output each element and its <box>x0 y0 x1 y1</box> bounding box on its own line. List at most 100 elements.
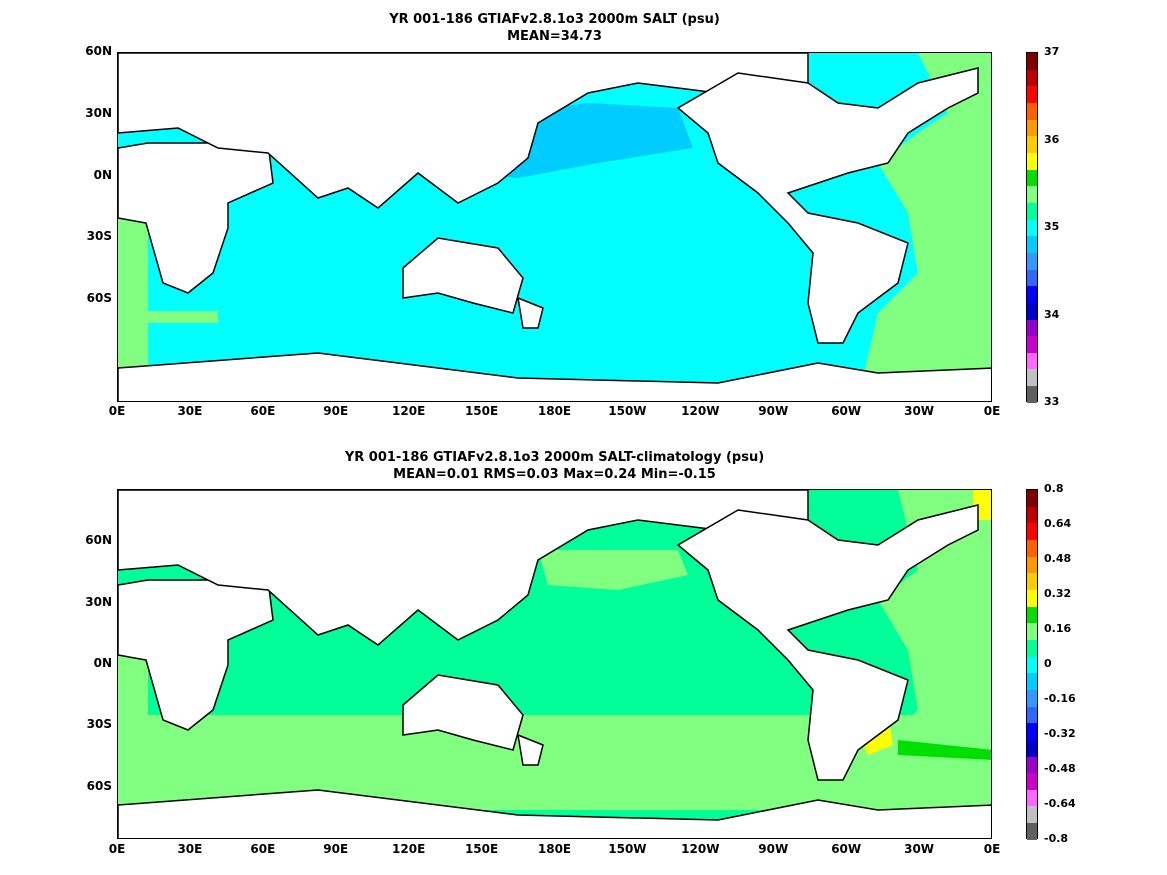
panel2-title: YR 001-186 GTIAFv2.8.1o3 2000m SALT-clim… <box>117 449 992 483</box>
panel1-map <box>117 52 992 402</box>
p1-xtick: 180E <box>537 404 572 418</box>
p1-xtick: 90E <box>323 404 349 418</box>
colorbar-swatch <box>1027 219 1037 237</box>
colorbar-label: 37 <box>1044 45 1060 58</box>
colorbar-label: -0.32 <box>1044 727 1076 740</box>
colorbar-swatch <box>1027 723 1037 740</box>
p1-xtick: 0E <box>983 404 1001 418</box>
colorbar-swatch <box>1027 739 1037 757</box>
panel1-title: YR 001-186 GTIAFv2.8.1o3 2000m SALT (psu… <box>117 11 992 45</box>
colorbar-swatch <box>1027 86 1037 103</box>
panel2-colorbar <box>1026 489 1038 840</box>
colorbar-label: -0.8 <box>1044 832 1069 845</box>
p1-xtick: 150E <box>464 404 499 418</box>
colorbar-swatch <box>1027 556 1037 574</box>
p1-xtick: 90W <box>758 404 789 418</box>
p1-xtick: 150W <box>608 404 647 418</box>
colorbar-label: -0.48 <box>1044 762 1076 775</box>
colorbar-label: 0.64 <box>1044 517 1072 530</box>
p2-xtick: 60W <box>831 842 862 856</box>
colorbar-swatch <box>1027 539 1037 557</box>
colorbar-swatch <box>1027 302 1037 320</box>
panel1-colorbar <box>1026 52 1038 403</box>
p1-xtick: 120E <box>392 404 426 418</box>
colorbar-label: 0.48 <box>1044 552 1072 565</box>
colorbar-swatch <box>1027 756 1037 774</box>
p2-xtick: 30E <box>177 842 203 856</box>
colorbar-swatch <box>1027 639 1037 657</box>
colorbar-swatch <box>1027 336 1037 353</box>
colorbar-swatch <box>1027 706 1037 724</box>
colorbar-swatch <box>1027 69 1037 87</box>
p1-xtick: 30W <box>904 404 935 418</box>
p2-xtick: 30W <box>904 842 935 856</box>
colorbar-swatch <box>1027 823 1037 840</box>
colorbar-label: 0.32 <box>1044 587 1072 600</box>
colorbar-swatch <box>1027 53 1037 70</box>
colorbar-swatch <box>1027 169 1037 187</box>
colorbar-swatch <box>1027 286 1037 303</box>
colorbar-label: 0.16 <box>1044 622 1072 635</box>
colorbar-label: 35 <box>1044 220 1060 233</box>
land-masses-2 <box>118 490 991 838</box>
colorbar-swatch <box>1027 589 1037 607</box>
p1-xtick: 0E <box>108 404 126 418</box>
p1-ytick-60s: 60S <box>86 291 112 305</box>
colorbar-label: 0.8 <box>1044 482 1064 495</box>
colorbar-swatch <box>1027 623 1037 640</box>
colorbar-swatch <box>1027 773 1037 790</box>
p1-ytick-30n: 30N <box>85 106 112 120</box>
colorbar-label: 0 <box>1044 657 1052 670</box>
p2-ytick-60n: 60N <box>85 533 112 547</box>
colorbar-swatch <box>1027 102 1037 120</box>
colorbar-swatch <box>1027 319 1037 337</box>
colorbar-swatch <box>1027 806 1037 824</box>
panel1-title-line1: YR 001-186 GTIAFv2.8.1o3 2000m SALT (psu… <box>389 12 720 27</box>
colorbar-swatch <box>1027 269 1037 287</box>
p2-xtick: 180E <box>537 842 572 856</box>
p1-ytick-30s: 30S <box>86 229 112 243</box>
p1-xtick: 30E <box>177 404 203 418</box>
p2-xtick: 120E <box>392 842 426 856</box>
p2-xtick: 90E <box>323 842 349 856</box>
p2-xtick: 150E <box>464 842 499 856</box>
colorbar-swatch <box>1027 673 1037 690</box>
colorbar-label: 36 <box>1044 132 1060 146</box>
colorbar-label: 33 <box>1044 395 1060 408</box>
p2-xtick: 0E <box>108 842 126 856</box>
panel2-map <box>117 489 992 839</box>
panel2-title-line2: MEAN=0.01 RMS=0.03 Max=0.24 Min=-0.15 <box>393 467 716 482</box>
colorbar-label: -0.16 <box>1044 692 1076 705</box>
colorbar-swatch <box>1027 252 1037 270</box>
colorbar-label: -0.64 <box>1044 797 1076 810</box>
p2-ytick-60s: 60S <box>86 779 112 793</box>
panel2-title-line1: YR 001-186 GTIAFv2.8.1o3 2000m SALT-clim… <box>344 450 765 465</box>
colorbar-swatch <box>1027 689 1037 707</box>
p2-xtick: 0E <box>983 842 1001 856</box>
colorbar-swatch <box>1027 789 1037 807</box>
colorbar-swatch <box>1027 119 1037 137</box>
p1-xtick: 120W <box>681 404 720 418</box>
colorbar-swatch <box>1027 136 1037 153</box>
panel1-title-line2: MEAN=34.73 <box>507 29 602 44</box>
p2-xtick: 150W <box>608 842 647 856</box>
p2-ytick-0n: 0N <box>93 656 112 670</box>
colorbar-swatch <box>1027 490 1037 507</box>
p1-ytick-60n: 60N <box>85 44 112 58</box>
colorbar-swatch <box>1027 369 1037 387</box>
colorbar-swatch <box>1027 152 1037 170</box>
p2-ytick-30n: 30N <box>85 595 112 609</box>
colorbar-swatch <box>1027 606 1037 624</box>
colorbar-swatch <box>1027 202 1037 220</box>
colorbar-swatch <box>1027 523 1037 540</box>
p2-xtick: 90W <box>758 842 789 856</box>
p2-xtick: 120W <box>681 842 720 856</box>
colorbar-swatch <box>1027 386 1037 403</box>
p1-xtick: 60E <box>250 404 276 418</box>
colorbar-swatch <box>1027 506 1037 524</box>
colorbar-swatch <box>1027 352 1037 370</box>
colorbar-swatch <box>1027 236 1037 253</box>
p1-ytick-0n: 0N <box>93 168 112 182</box>
colorbar-swatch <box>1027 573 1037 590</box>
colorbar-label: 34 <box>1044 307 1060 321</box>
